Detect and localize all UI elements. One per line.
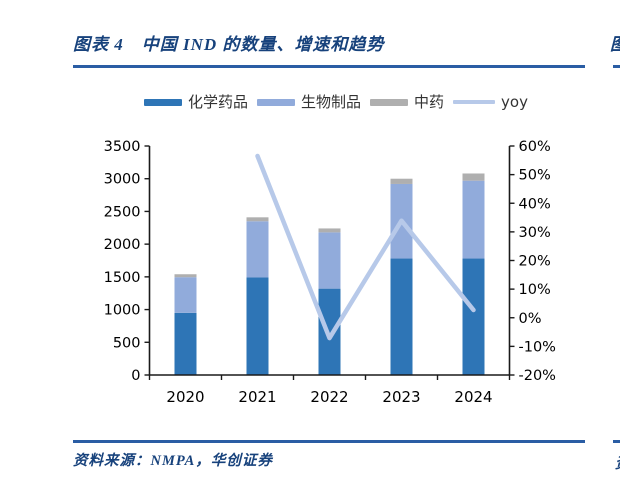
adjacent-column-source-rule-fragment bbox=[613, 440, 620, 443]
source-note: 资料来源：NMPA，华创证券 bbox=[73, 453, 273, 469]
legend-item-2: 生物制品 bbox=[257, 92, 362, 111]
figure-title: 图表 4 中国 IND 的数量、增速和趋势 bbox=[73, 35, 385, 54]
bar-segment-中药-2020 bbox=[174, 274, 197, 278]
chart-legend: 化学药品 生物制品 中药 yoy bbox=[97, 91, 575, 113]
chart-plot: 0 500 1000 1500 2000 2500 3000 3500 -20% -10% 0% 10… bbox=[104, 139, 556, 406]
x-axis-category-label: 2024 bbox=[454, 388, 492, 406]
right-axis-tick-label: -20% bbox=[519, 368, 556, 384]
left-axis-tick-label: 500 bbox=[113, 335, 141, 351]
yoy-line bbox=[255, 153, 476, 341]
legend-label: yoy bbox=[501, 92, 528, 111]
x-axis-category-label: 2020 bbox=[166, 388, 204, 406]
legend-label: 中药 bbox=[414, 92, 445, 111]
bar-segment-中药-2021 bbox=[246, 217, 269, 222]
source-divider-rule bbox=[73, 440, 585, 443]
right-axis-tick-label: 30% bbox=[519, 225, 551, 241]
right-axis-tick-label: 20% bbox=[519, 254, 551, 270]
bar-segment-中药-2023 bbox=[390, 178, 413, 184]
left-axis-tick-label: 2000 bbox=[104, 237, 141, 253]
bar-segment-生物制品-2020 bbox=[174, 277, 197, 313]
legend-item-1: 化学药品 bbox=[144, 92, 249, 111]
adjacent-column-title-fragment: 图 bbox=[610, 30, 620, 56]
x-axis-category-label: 2023 bbox=[382, 388, 420, 406]
right-axis-tick-label: -10% bbox=[519, 339, 556, 355]
x-axis-category-label: 2022 bbox=[310, 388, 348, 406]
left-axis-tick-label: 0 bbox=[131, 368, 140, 384]
adjacent-column-source-fragment: 资 bbox=[615, 452, 620, 476]
bar-segment-化学药品-2023 bbox=[390, 258, 413, 375]
bar-segment-生物制品-2022 bbox=[318, 232, 341, 289]
legend-label: 生物制品 bbox=[301, 92, 362, 111]
legend-bar-swatch bbox=[370, 98, 409, 106]
bar-segment-中药-2024 bbox=[462, 173, 485, 181]
legend-item-3: 中药 bbox=[370, 92, 445, 111]
right-axis-tick-label: 60% bbox=[519, 139, 551, 155]
legend-bar-swatch bbox=[144, 98, 182, 106]
left-axis-tick-label: 1500 bbox=[104, 270, 141, 286]
right-axis-tick-label: 50% bbox=[519, 168, 551, 184]
right-axis-tick-label: 40% bbox=[519, 196, 551, 212]
legend-line-swatch bbox=[453, 100, 496, 104]
left-axis-tick-label: 1000 bbox=[104, 303, 141, 319]
left-axis-tick-label: 3500 bbox=[104, 139, 141, 155]
adjacent-column-title-rule-fragment bbox=[613, 65, 620, 68]
bar-segment-化学药品-2021 bbox=[246, 277, 269, 375]
bar-segment-生物制品-2021 bbox=[246, 221, 269, 278]
bar-segment-化学药品-2024 bbox=[462, 258, 485, 375]
legend-bar-swatch bbox=[257, 98, 296, 106]
right-axis-tick-label: 10% bbox=[519, 282, 551, 298]
left-axis-tick-label: 3000 bbox=[104, 172, 141, 188]
right-axis-tick-label: 0% bbox=[519, 311, 542, 327]
left-axis-tick-label: 2500 bbox=[104, 204, 141, 220]
bar-segment-生物制品-2024 bbox=[462, 180, 485, 259]
title-underline-rule bbox=[73, 65, 585, 68]
chart: 化学药品 生物制品 中药 yoy 0 500 1000 1500 2000 2500 3000 35… bbox=[97, 75, 575, 418]
bar-segment-中药-2022 bbox=[318, 228, 341, 233]
bar-segment-化学药品-2020 bbox=[174, 312, 197, 375]
bar-segment-化学药品-2022 bbox=[318, 288, 341, 375]
legend-label: 化学药品 bbox=[188, 92, 249, 111]
legend-item-4: yoy bbox=[453, 92, 528, 111]
x-axis-category-label: 2021 bbox=[238, 388, 276, 406]
